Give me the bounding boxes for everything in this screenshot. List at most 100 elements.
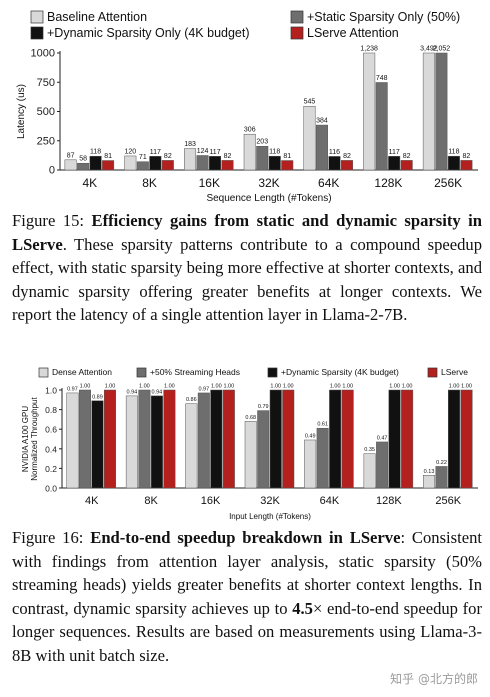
bar-value-label: 306 [244,127,256,134]
bar [282,389,295,489]
bar [136,161,149,171]
figure-16-caption: Figure 16: End-to-end speedup breakdown … [12,526,482,667]
bar [304,439,317,489]
y-axis-label: Normalized Throughput [30,396,39,480]
bar-value-label: 82 [164,153,172,160]
figure-15-body: . These sparsity patterns contribute to … [12,234,482,325]
bar [363,453,376,489]
x-tick-label: 8K [142,176,157,190]
bar [77,162,90,171]
bar-value-label: 384 [316,118,328,125]
bar [209,156,222,171]
figure-16-body-a: : Consistent with findings from attentio… [12,528,482,618]
x-tick-label: 256K [434,176,462,190]
bar [388,389,401,489]
figure-15-caption: Figure 15: Efficiency gains from static … [12,209,482,327]
legend-swatch [30,26,44,40]
bar [184,148,197,171]
bar-value-label: 0.89 [92,394,103,400]
bar-value-label: 81 [283,153,291,160]
bar-value-label: 0.86 [186,397,197,403]
bar-value-label: 1.00 [164,384,175,390]
throughput-bar-chart: 0.00.20.40.60.81.0 0.97 1.000.891.004K0.94… [21,367,478,521]
bar-value-label: 1.00 [389,384,400,390]
bar-value-label: 1.00 [211,384,222,390]
x-axis-label: Sequence Length (#Tokens) [206,193,331,204]
legend-swatch [38,367,49,378]
bar-value-label: 748 [376,75,388,82]
bar-value-label: 0.79 [258,404,269,410]
x-tick-label: 64K [318,176,339,190]
bar [244,421,257,489]
bar-value-label: 0.94 [152,389,163,395]
y-tick-label: 0 [49,165,55,177]
bar-value-label: 545 [304,99,316,106]
bar-value-label: 203 [256,139,268,146]
bar [125,395,138,489]
figure-16-title: End-to-end speedup breakdown in LServe [90,528,401,547]
bar [460,160,473,171]
bar-value-label: 0.94 [127,389,138,395]
bar-value-label: 124 [197,148,209,155]
bar-value-label: 0.22 [436,460,447,466]
x-tick-label: 128K [376,495,402,507]
bar [388,156,401,171]
bar [197,392,210,489]
bar [281,160,294,171]
bar-value-label: 116 [329,149,340,156]
bar-value-label: 1.00 [330,384,341,390]
bar [256,145,269,171]
legend-label: LServe [441,367,468,377]
bar-value-label: 0.97 [198,386,209,392]
x-tick-label: 32K [260,495,280,507]
bar-value-label: 118 [269,149,280,156]
bar-value-label: 0.61 [317,422,328,428]
bar-value-label: 1.00 [270,384,281,390]
figure-16-label: Figure 16: [12,528,84,547]
bar [375,82,388,171]
x-tick-label: 4K [83,176,98,190]
bar [185,403,198,489]
y-tick-label: 0.0 [45,484,57,494]
legend-label: +Dynamic Sparsity (4K budget) [281,367,399,377]
bar [448,389,461,489]
legend-swatch [290,10,304,24]
figure-16-speedup: 4.5 [292,598,313,618]
figure-16-body-b: × end-to-end speedup for longer sequence… [12,598,483,665]
bar [447,155,460,171]
figure-15-label: Figure 15: [12,211,85,230]
y-tick-label: 0.4 [45,444,57,454]
bar-value-label: 1.00 [449,384,460,390]
bar [363,52,376,171]
bar-value-label: 3,492 [420,46,438,53]
x-tick-label: 64K [320,495,340,507]
bar-value-label: 87 [67,152,75,159]
bar-value-label: 1.00 [283,384,294,390]
bar-value-label: 71 [139,154,147,161]
y-axis-label: Latency (us) [16,84,27,139]
bar-value-label: 1.00 [105,384,116,390]
y-tick-label: 0.2 [45,464,57,474]
bar [422,52,435,171]
bar [196,155,209,171]
y-tick-label: 0.6 [45,425,57,435]
bar-value-label: 82 [224,153,232,160]
bar [315,124,328,171]
figure-15-title: Efficiency gains from static and dynamic… [12,211,482,254]
bar-value-label: 117 [150,149,161,156]
bar [257,410,270,489]
legend-label: Baseline Attention [47,10,147,24]
bar [149,156,162,171]
bar [66,392,79,489]
y-axis-label: NVIDIA A100 GPU [21,406,30,472]
bar-value-label: 1.00 [461,384,472,390]
bar-value-label: 0.47 [377,435,388,441]
bar-value-label: 120 [124,148,136,155]
bar [423,475,436,489]
bar-value-label: 0.35 [364,447,375,453]
bar [303,105,316,171]
bar [329,389,342,489]
bar [102,160,115,171]
bar [401,389,414,489]
